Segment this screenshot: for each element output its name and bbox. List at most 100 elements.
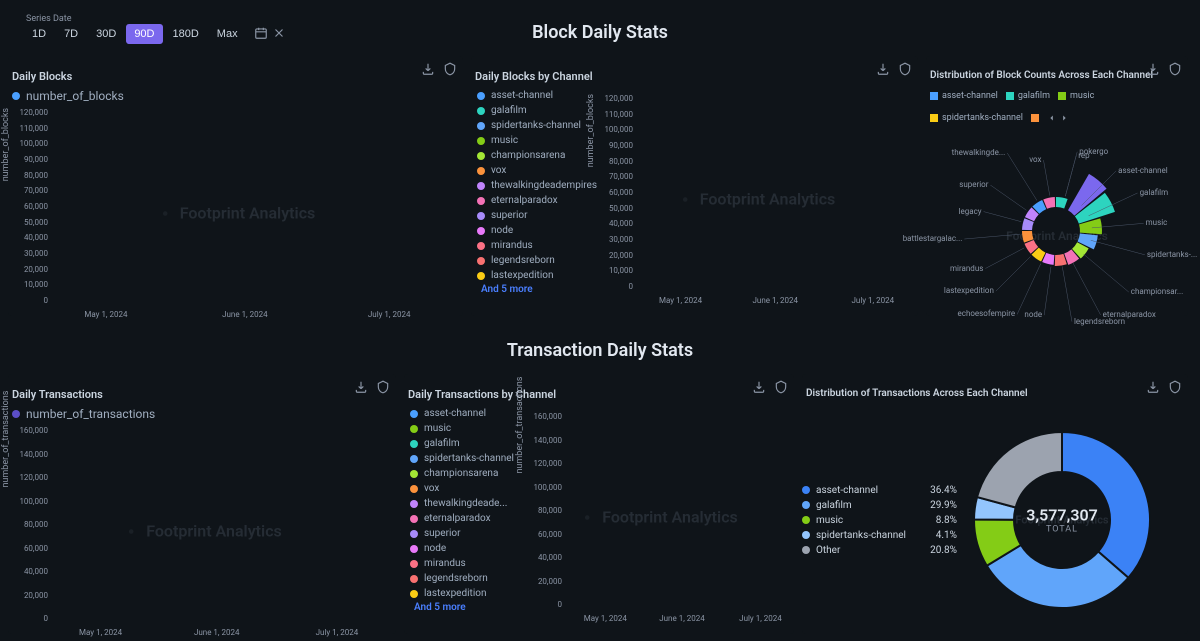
donut-legend-item[interactable]: galafilm29.9% bbox=[802, 500, 957, 511]
donut-legend-item[interactable]: Other20.8% bbox=[802, 545, 957, 556]
y-tick: 140,000 bbox=[524, 436, 562, 445]
rose-label: vox bbox=[1029, 155, 1041, 164]
legend-item[interactable]: legendsreborn bbox=[477, 254, 593, 268]
rose-label: spidertanks-... bbox=[1147, 250, 1197, 259]
download-icon[interactable] bbox=[1146, 380, 1160, 397]
legend-item[interactable]: music bbox=[477, 134, 593, 148]
legend-item[interactable]: galafilm bbox=[410, 437, 522, 451]
download-icon[interactable] bbox=[421, 62, 435, 79]
y-tick: 120,000 bbox=[10, 108, 48, 117]
download-icon[interactable] bbox=[876, 62, 890, 79]
shield-icon[interactable] bbox=[1168, 380, 1182, 397]
donut-legend-item[interactable]: spidertanks-channel4.1% bbox=[802, 530, 957, 541]
legend-item[interactable]: lastexpedition bbox=[410, 587, 522, 601]
y-tick: 160,000 bbox=[10, 426, 48, 435]
legend-item[interactable]: thewalkingdeade... bbox=[410, 497, 522, 511]
y-tick: 80,000 bbox=[595, 157, 633, 166]
rose-label: music bbox=[1146, 218, 1168, 227]
legend-item[interactable]: asset-channel bbox=[930, 89, 998, 103]
y-tick: 20,000 bbox=[10, 265, 48, 274]
rose-chart[interactable]: Footprint Analytics repasset-channelgala… bbox=[926, 131, 1188, 341]
bar-chart-daily-tx[interactable]: number_of_transactions Footprint Analyti… bbox=[8, 421, 396, 641]
legend-item[interactable]: superior bbox=[477, 209, 593, 223]
rose-label: asset-channel bbox=[1118, 166, 1168, 175]
legend-item[interactable]: vox bbox=[410, 482, 522, 496]
y-tick: 110,000 bbox=[595, 110, 633, 119]
donut-legend-item[interactable]: asset-channel36.4% bbox=[802, 485, 957, 496]
download-icon[interactable] bbox=[354, 380, 368, 397]
legend-item[interactable]: asset-channel bbox=[410, 407, 522, 421]
legend-item[interactable]: node bbox=[477, 224, 593, 238]
y-tick: 40,000 bbox=[524, 553, 562, 562]
shield-icon[interactable] bbox=[443, 62, 457, 79]
legend-item[interactable]: mirandus bbox=[477, 239, 593, 253]
x-tick: May 1, 2024 bbox=[584, 614, 627, 623]
x-tick: June 1, 2024 bbox=[753, 296, 799, 305]
y-tick: 140,000 bbox=[10, 450, 48, 459]
legend-item[interactable]: championsarena bbox=[410, 467, 522, 481]
legend-item[interactable]: number_of_transactions bbox=[8, 407, 396, 421]
download-icon[interactable] bbox=[752, 380, 766, 397]
shield-icon[interactable] bbox=[1168, 62, 1182, 79]
legend-label: number_of_blocks bbox=[26, 89, 124, 103]
y-tick: 90,000 bbox=[595, 141, 633, 150]
legend-item[interactable]: spidertanks-channel bbox=[477, 119, 593, 133]
panel-title: Daily Transactions bbox=[8, 374, 396, 407]
legend-item[interactable]: spidertanks-channel bbox=[410, 452, 522, 466]
shield-icon[interactable] bbox=[376, 380, 390, 397]
legend-item[interactable]: eternalparadox bbox=[477, 194, 593, 208]
donut-legend-item[interactable]: music8.8% bbox=[802, 515, 957, 526]
bar-chart-daily-blocks[interactable]: number_of_blocks Footprint Analytics 010… bbox=[8, 103, 463, 323]
legend-item[interactable]: vox bbox=[477, 164, 593, 178]
y-tick: 90,000 bbox=[10, 155, 48, 164]
legend-item[interactable]: number_of_blocks bbox=[8, 89, 463, 103]
section-title-blocks: Block Daily Stats bbox=[0, 22, 1200, 43]
legend-overflow-swatch bbox=[1031, 114, 1039, 122]
x-tick: May 1, 2024 bbox=[84, 310, 127, 319]
legend-item[interactable]: legendsreborn bbox=[410, 572, 522, 586]
y-tick: 100,000 bbox=[595, 125, 633, 134]
legend-item[interactable]: music bbox=[410, 422, 522, 436]
legend-item[interactable]: galafilm bbox=[477, 104, 593, 118]
download-icon[interactable] bbox=[1146, 62, 1160, 79]
rose-label: galafilm bbox=[1140, 188, 1169, 197]
legend-item[interactable]: championsarena bbox=[477, 149, 593, 163]
legend-more[interactable]: And 5 more bbox=[477, 284, 593, 295]
y-tick: 30,000 bbox=[10, 249, 48, 258]
donut-chart[interactable]: Footprint Analytics 3,577,307 TOTAL bbox=[957, 415, 1167, 625]
rose-label: mirandus bbox=[950, 264, 983, 273]
y-tick: 60,000 bbox=[10, 544, 48, 553]
legend-scroll-arrows[interactable] bbox=[1047, 113, 1069, 123]
rose-label: echoesofempire bbox=[958, 309, 1016, 318]
panel-title: Distribution of Transactions Across Each… bbox=[802, 374, 1188, 405]
stacked-bar-chart-blocks-channel[interactable]: number_of_blocks Footprint Analytics 010… bbox=[593, 89, 918, 309]
y-tick: 10,000 bbox=[595, 266, 633, 275]
legend-item[interactable]: thewalkingdeadempires bbox=[477, 179, 593, 193]
x-tick: July 1, 2024 bbox=[852, 296, 895, 305]
legend-item[interactable]: node bbox=[410, 542, 522, 556]
y-tick: 0 bbox=[10, 296, 48, 305]
legend-item[interactable]: eternalparadox bbox=[410, 512, 522, 526]
legend-item[interactable]: music bbox=[1058, 89, 1094, 103]
y-tick: 60,000 bbox=[10, 202, 48, 211]
y-tick: 0 bbox=[595, 282, 633, 291]
y-tick: 20,000 bbox=[10, 591, 48, 600]
y-tick: 70,000 bbox=[595, 172, 633, 181]
y-tick: 40,000 bbox=[10, 233, 48, 242]
rose-label: lastexpedition bbox=[944, 286, 994, 295]
y-tick: 160,000 bbox=[524, 412, 562, 421]
legend-item[interactable]: superior bbox=[410, 527, 522, 541]
rose-label: legacy bbox=[959, 207, 982, 216]
shield-icon[interactable] bbox=[898, 62, 912, 79]
legend-item[interactable]: spidertanks-channel bbox=[930, 111, 1023, 125]
y-tick: 40,000 bbox=[10, 567, 48, 576]
y-tick: 0 bbox=[10, 614, 48, 623]
legend-item[interactable]: lastexpedition bbox=[477, 269, 593, 283]
stacked-bar-chart-tx-channel[interactable]: number_of_transactions Footprint Analyti… bbox=[522, 407, 794, 627]
legend-item[interactable]: galafilm bbox=[1006, 89, 1050, 103]
panel-title: Daily Transactions by Channel bbox=[404, 374, 794, 407]
legend-item[interactable]: mirandus bbox=[410, 557, 522, 571]
legend-item[interactable]: asset-channel bbox=[477, 89, 593, 103]
shield-icon[interactable] bbox=[774, 380, 788, 397]
legend-more[interactable]: And 5 more bbox=[410, 602, 522, 613]
